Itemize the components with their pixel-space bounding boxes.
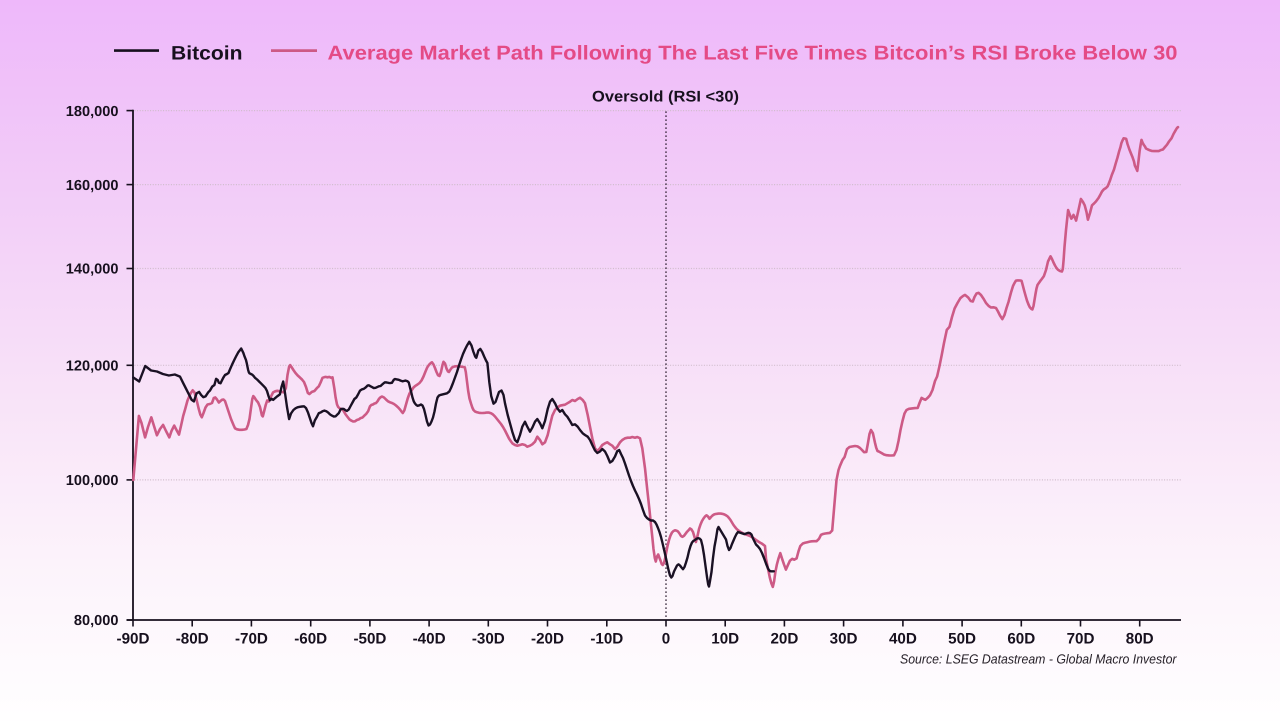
svg-text:40D: 40D [889, 631, 917, 648]
svg-text:-60D: -60D [294, 631, 327, 648]
svg-text:20D: 20D [770, 631, 798, 648]
svg-text:Source: LSEG Datastream - Glob: Source: LSEG Datastream - Global Macro I… [900, 651, 1177, 666]
svg-text:Average Market Path Following: Average Market Path Following The Last F… [328, 43, 1178, 65]
svg-text:60D: 60D [1007, 631, 1035, 648]
svg-text:Bitcoin: Bitcoin [171, 42, 243, 64]
svg-text:10D: 10D [711, 631, 739, 648]
svg-text:140,000: 140,000 [66, 262, 119, 278]
svg-text:100,000: 100,000 [66, 473, 119, 489]
svg-text:0: 0 [662, 631, 670, 648]
svg-text:70D: 70D [1067, 631, 1095, 648]
svg-text:50D: 50D [948, 631, 976, 648]
svg-text:-90D: -90D [117, 631, 150, 648]
svg-text:-20D: -20D [531, 631, 564, 648]
svg-text:-40D: -40D [413, 631, 446, 648]
svg-text:-80D: -80D [176, 631, 209, 648]
svg-text:-70D: -70D [235, 631, 268, 648]
svg-text:120,000: 120,000 [66, 359, 119, 375]
svg-text:-10D: -10D [590, 631, 623, 648]
svg-text:80,000: 80,000 [74, 613, 119, 629]
svg-text:80D: 80D [1126, 631, 1154, 648]
svg-text:160,000: 160,000 [66, 178, 119, 194]
svg-text:Oversold (RSI <30): Oversold (RSI <30) [592, 89, 739, 106]
svg-text:180,000: 180,000 [66, 104, 119, 120]
svg-text:-30D: -30D [472, 631, 505, 648]
svg-text:30D: 30D [830, 631, 858, 648]
svg-text:-50D: -50D [353, 631, 386, 648]
